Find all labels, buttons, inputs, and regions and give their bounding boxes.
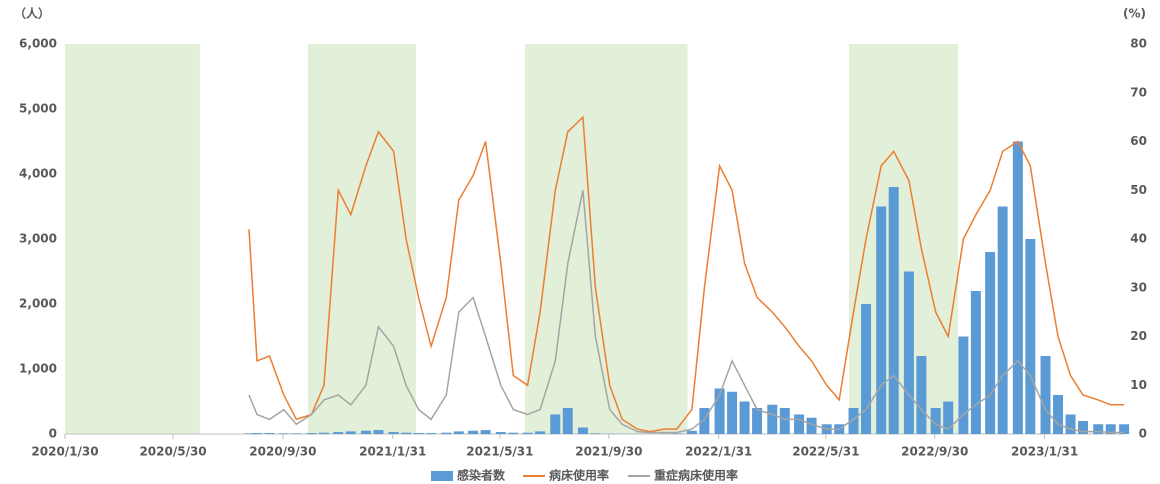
line bbox=[248, 115, 1125, 433]
line bbox=[248, 190, 1125, 434]
bar bbox=[943, 401, 954, 434]
bar bbox=[1093, 424, 1104, 434]
bar bbox=[985, 252, 996, 434]
y2-tick-label: 80 bbox=[1130, 37, 1147, 51]
bar bbox=[401, 432, 412, 434]
y2-tick-label: 50 bbox=[1130, 183, 1147, 197]
bar bbox=[1105, 424, 1116, 434]
bar bbox=[426, 433, 437, 434]
y2-unit: (%) bbox=[1123, 7, 1146, 21]
bar bbox=[388, 432, 399, 434]
bar bbox=[264, 433, 275, 434]
x-tick-label: 2021/1/31 bbox=[359, 445, 426, 459]
bar bbox=[522, 432, 533, 434]
bar bbox=[453, 431, 464, 434]
x-tick-label: 2022/9/30 bbox=[901, 445, 968, 459]
y-tick-label: 2,000 bbox=[19, 297, 57, 311]
bar bbox=[251, 433, 262, 434]
bar bbox=[495, 432, 506, 434]
y-tick-label: 4,000 bbox=[19, 167, 57, 181]
y2-tick-label: 70 bbox=[1130, 85, 1147, 99]
bar bbox=[1065, 414, 1076, 434]
bar bbox=[997, 206, 1008, 434]
x-tick-label: 2020/9/30 bbox=[249, 445, 316, 459]
bar bbox=[714, 388, 725, 434]
x-tick-label: 2021/9/30 bbox=[575, 445, 642, 459]
bar bbox=[767, 404, 778, 434]
x-tick-label: 2022/1/31 bbox=[685, 445, 752, 459]
y-tick-label: 0 bbox=[49, 427, 57, 441]
x-tick-label: 2023/1/31 bbox=[1011, 445, 1078, 459]
bar bbox=[243, 433, 254, 434]
bar bbox=[739, 401, 750, 434]
y-tick-label: 3,000 bbox=[19, 232, 57, 246]
legend-label: 病床使用率 bbox=[549, 468, 609, 483]
bar bbox=[848, 408, 859, 434]
y2-tick-label: 0 bbox=[1139, 427, 1147, 441]
bar bbox=[373, 430, 384, 434]
bar bbox=[671, 433, 682, 434]
bar bbox=[727, 391, 738, 434]
bar bbox=[958, 336, 969, 434]
x-tick-label: 2021/5/31 bbox=[466, 445, 533, 459]
bar bbox=[278, 433, 289, 434]
bar bbox=[468, 430, 479, 434]
bar bbox=[333, 432, 344, 434]
bar bbox=[930, 408, 941, 434]
bar bbox=[345, 431, 356, 434]
x-tick-label: 2022/5/31 bbox=[792, 445, 859, 459]
bar bbox=[1119, 424, 1130, 434]
bar bbox=[970, 291, 981, 434]
bar bbox=[1012, 141, 1023, 434]
bar bbox=[480, 430, 491, 434]
bar bbox=[903, 271, 914, 434]
y2-tick-label: 20 bbox=[1130, 329, 1147, 343]
x-tick-label: 2020/5/30 bbox=[139, 445, 206, 459]
y-tick-label: 6,000 bbox=[19, 37, 57, 51]
bar bbox=[360, 430, 371, 434]
y-tick-label: 1,000 bbox=[19, 362, 57, 376]
bar bbox=[508, 432, 519, 434]
y-tick-label: 5,000 bbox=[19, 102, 57, 116]
bar bbox=[876, 206, 887, 434]
bar bbox=[441, 432, 452, 434]
bar bbox=[318, 432, 329, 434]
bar bbox=[752, 408, 763, 434]
bar bbox=[413, 433, 424, 434]
bar bbox=[779, 408, 790, 434]
y2-tick-label: 10 bbox=[1130, 378, 1147, 392]
bar bbox=[562, 408, 573, 434]
legend-label: 感染者数 bbox=[457, 468, 506, 483]
bar bbox=[686, 430, 697, 434]
legend-label: 重症病床使用率 bbox=[654, 468, 738, 483]
bar bbox=[1053, 395, 1064, 434]
bar bbox=[306, 433, 317, 434]
x-tick-label: 2020/1/30 bbox=[31, 445, 98, 459]
bar bbox=[577, 427, 588, 434]
bar bbox=[888, 187, 899, 434]
legend-swatch bbox=[431, 471, 453, 481]
bar bbox=[916, 356, 927, 434]
bar bbox=[1078, 421, 1089, 434]
bar bbox=[699, 408, 710, 434]
bar bbox=[535, 431, 546, 434]
y2-tick-label: 30 bbox=[1130, 280, 1147, 294]
bar bbox=[550, 414, 561, 434]
bar bbox=[794, 414, 805, 434]
bar bbox=[291, 433, 302, 434]
y2-tick-label: 60 bbox=[1130, 134, 1147, 148]
y-unit: （人） bbox=[14, 6, 50, 21]
bar bbox=[1025, 239, 1036, 434]
bar bbox=[806, 417, 817, 434]
bar bbox=[590, 433, 601, 434]
bar bbox=[1040, 356, 1051, 434]
y2-tick-label: 40 bbox=[1130, 232, 1147, 246]
bar bbox=[861, 304, 872, 434]
shaded-period bbox=[65, 44, 200, 434]
